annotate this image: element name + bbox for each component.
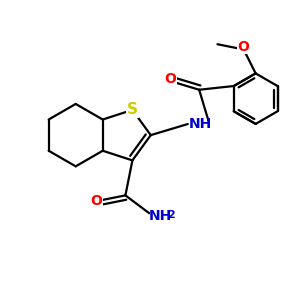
Text: 2: 2: [168, 210, 176, 220]
Text: O: O: [165, 72, 176, 86]
Text: O: O: [238, 40, 250, 53]
Text: S: S: [127, 102, 138, 117]
Text: NH: NH: [189, 117, 212, 131]
Text: O: O: [90, 194, 102, 208]
Text: NH: NH: [149, 209, 172, 223]
